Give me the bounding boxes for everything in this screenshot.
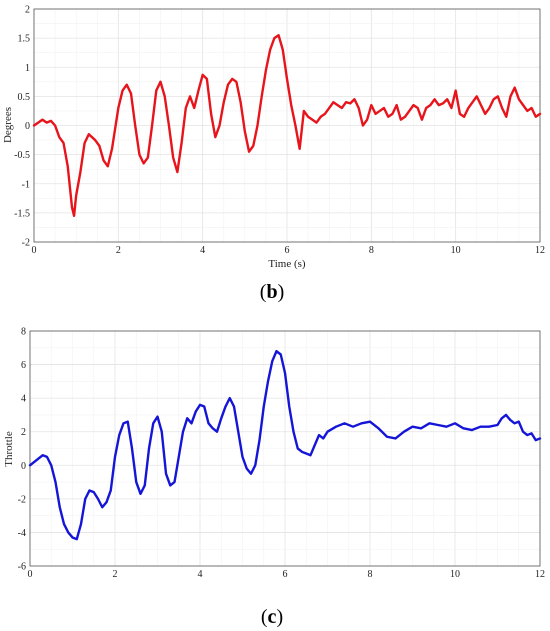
chart-b-y-tick-label: 0.5 <box>18 92 31 103</box>
chart-c-x-tick-label: 2 <box>113 569 118 580</box>
chart-c-x-tick-label: 4 <box>198 569 203 580</box>
chart-c-y-ticks: 8 6 4 2 0 -2 -4 -6 <box>18 327 26 573</box>
chart-b-x-tick-label: 10 <box>451 245 461 256</box>
chart-b-y-tick-label: 1 <box>25 63 30 74</box>
chart-b-x-tick-label: 8 <box>369 245 374 256</box>
chart-b-x-tick-label: 4 <box>200 245 205 256</box>
chart-b-x-axis-label: Time (s) <box>268 258 306 270</box>
chart-c-x-tick-label: 0 <box>28 569 33 580</box>
chart-c-frame <box>29 330 541 567</box>
chart-b-x-tick-label: 2 <box>116 245 121 256</box>
chart-c: 8 6 4 2 0 -2 -4 -6 0 2 4 6 8 10 12 Throttle (c) <box>3 327 545 629</box>
chart-b-y-tick-label: -1 <box>22 179 30 190</box>
chart-c-y-tick-label: 8 <box>21 327 26 338</box>
chart-c-y-tick-label: -4 <box>18 528 26 539</box>
chart-c-y-tick-label: 2 <box>21 427 26 438</box>
chart-b-series-line <box>32 34 542 217</box>
chart-c-x-tick-label: 8 <box>368 569 373 580</box>
chart-c-y-tick-label: -2 <box>18 494 26 505</box>
chart-b-x-tick-label: 6 <box>285 245 290 256</box>
chart-c-grid <box>29 330 541 567</box>
chart-b-x-tick-label: 0 <box>32 245 37 256</box>
chart-b-x-tick-label: 12 <box>535 245 545 256</box>
chart-b-y-tick-label: 2 <box>25 5 30 16</box>
chart-c-caption: (c) <box>261 606 283 628</box>
chart-b-y-tick-label: 0 <box>25 121 30 132</box>
chart-b-y-ticks: 2 1.5 1 0.5 0 -0.5 -1 -1.5 -2 <box>14 5 30 249</box>
chart-c-x-ticks: 0 2 4 6 8 10 12 <box>28 569 546 580</box>
chart-c-x-tick-label: 12 <box>535 569 545 580</box>
chart-b-y-tick-label: -2 <box>22 238 30 249</box>
chart-b: 2 1.5 1 0.5 0 -0.5 -1 -1.5 -2 0 2 4 6 8 10 12 Time (s)… <box>2 5 545 304</box>
chart-b-y-axis-label: Degrees <box>2 107 14 143</box>
chart-b-y-tick-label: 1.5 <box>18 34 31 45</box>
chart-c-y-axis-label: Throttle <box>3 431 15 467</box>
chart-c-y-tick-label: 0 <box>21 461 26 472</box>
chart-c-series-line <box>28 349 542 541</box>
chart-b-x-ticks: 0 2 4 6 8 10 12 <box>32 245 546 256</box>
chart-c-y-tick-label: 6 <box>21 360 26 371</box>
chart-c-x-tick-label: 6 <box>283 569 288 580</box>
chart-b-y-tick-label: -1.5 <box>14 208 30 219</box>
chart-b-y-tick-label: -0.5 <box>14 150 30 161</box>
chart-b-grid <box>33 8 541 243</box>
chart-b-caption: (b) <box>260 281 284 303</box>
chart-c-y-tick-label: -6 <box>18 562 26 573</box>
chart-c-x-tick-label: 10 <box>450 569 460 580</box>
chart-c-y-tick-label: 4 <box>21 394 26 405</box>
